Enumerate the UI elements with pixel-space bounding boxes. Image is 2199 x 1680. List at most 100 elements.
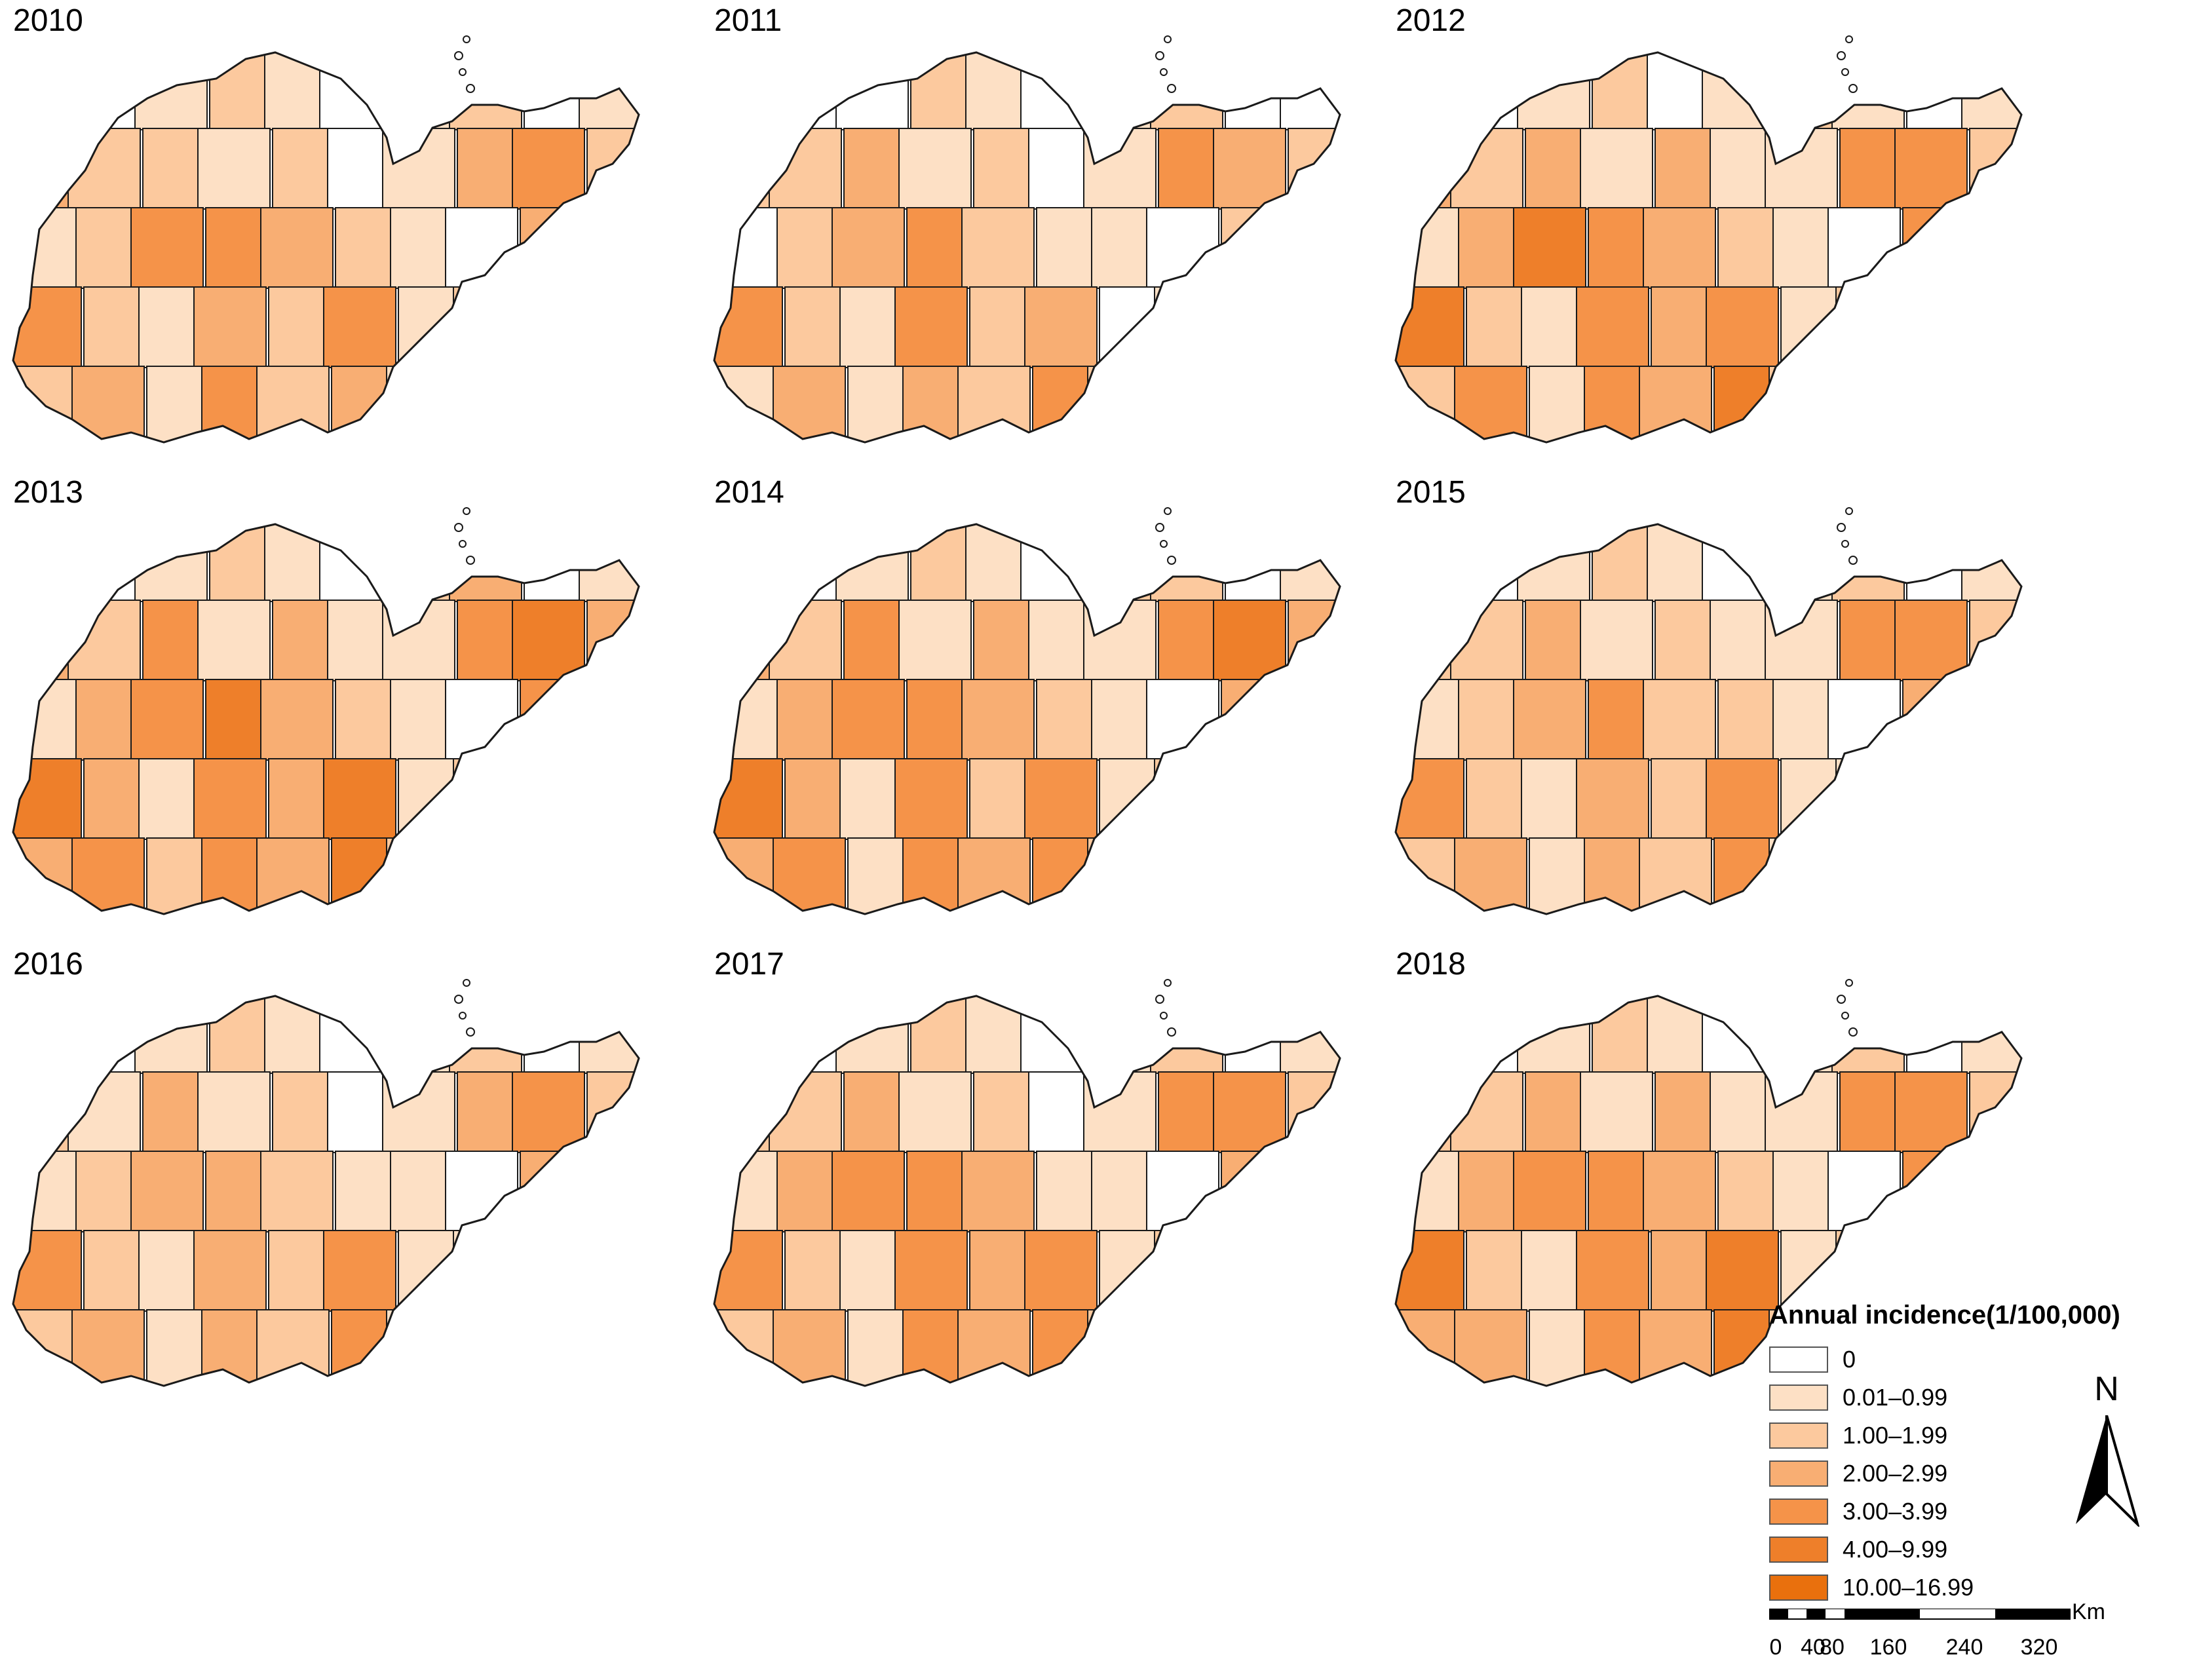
county-region [1154,1230,1227,1312]
county-region [1087,1309,1160,1386]
panel-year-label: 2017 [714,947,784,982]
county-region [1702,996,1775,1074]
county-region [1032,1309,1105,1386]
county-region [386,837,459,914]
island [459,68,467,76]
county-region [134,996,208,1074]
county-region [1835,758,1909,840]
county-region [1831,524,1905,602]
legend-item: 0 [1769,1346,2031,1375]
county-region [1209,1230,1282,1312]
county-region [1780,1230,1854,1312]
county-region [773,1309,846,1386]
county-region [714,524,779,602]
county-region [835,524,909,602]
island [1164,507,1172,515]
county-region [13,524,78,602]
island [1167,84,1176,93]
legend-label: 2.00–2.99 [1843,1460,1948,1487]
island [1155,995,1164,1004]
county-region [961,1151,1035,1232]
county-region [1890,286,1964,368]
county-region [1898,837,1972,914]
county-region [1517,996,1590,1074]
map-panel: 2010 [0,0,655,459]
choropleth-map [12,979,640,1387]
county-region [1276,1151,1340,1232]
county-region [1288,600,1340,681]
county-region [1083,600,1157,681]
county-region [1957,207,2021,289]
island [463,35,470,43]
county-region [894,758,968,840]
north-arrow: N [2071,1369,2143,1527]
county-region [1032,837,1105,914]
choropleth-map [12,35,640,444]
county-region [516,1309,589,1386]
province-outline [1394,523,2023,915]
scale-tick-label: 80 [1820,1635,1845,1660]
scale-tick-label: 240 [1945,1635,1983,1660]
county-region [898,128,972,210]
county-region [520,207,593,289]
panel-year-label: 2010 [13,3,83,38]
county-region [398,758,471,840]
county-region [331,837,404,914]
panel-year-label: 2012 [1396,3,1466,38]
county-region [714,52,779,130]
legend-item: 10.00–16.99 [1769,1575,2031,1603]
county-region [586,1071,639,1153]
province-outline [1394,995,2023,1387]
island [463,979,470,987]
legend-item: 1.00–1.99 [1769,1422,2031,1451]
panel-year-label: 2013 [13,475,83,510]
county-region [1965,1230,2021,1312]
county-region [898,1071,972,1153]
county-region [1780,286,1854,368]
map-panel: 2011 [701,0,1356,459]
map-panel: 2012 [1383,0,2038,459]
county-region [1217,1309,1290,1386]
scale-bar: Km 0 40 80 160 240 320 [1769,1599,2136,1674]
county-region [1513,679,1586,761]
county-region [1890,1230,1964,1312]
county-region [1898,366,1972,442]
county-region [1213,128,1286,210]
county-region [1213,1071,1286,1153]
county-region [1831,996,1905,1074]
county-region [449,524,522,602]
county-region [583,1230,639,1312]
county-region [586,600,639,681]
island [1167,556,1176,565]
county-region [319,52,392,130]
county-region [398,1230,471,1312]
county-region [1217,837,1290,914]
island [1845,35,1853,43]
county-region [586,128,639,210]
county-region [453,286,526,368]
legend-title: Annual incidence(1/100,000) [1769,1301,2120,1329]
county-region [575,679,639,761]
county-region [197,128,271,210]
county-region [130,1151,204,1232]
county-region [1702,52,1775,130]
county-region [571,837,639,914]
county-region [1890,758,1964,840]
county-region [1702,524,1775,602]
county-region [1454,1309,1527,1386]
island [1837,523,1846,532]
island [1837,995,1846,1004]
legend-item: 2.00–2.99 [1769,1460,2031,1489]
county-region [331,1309,404,1386]
county-region [134,524,208,602]
county-region [1099,286,1172,368]
legend-label: 4.00–9.99 [1843,1536,1948,1563]
island [1164,35,1172,43]
county-region [1643,679,1716,761]
county-region [1272,1309,1340,1386]
county-region [1288,128,1340,210]
legend: Annual incidence(1/100,000) 0 0.01–0.99 1.… [1769,1301,2189,1668]
panel-year-label: 2015 [1396,475,1466,510]
county-region [1843,366,1917,442]
island [1848,84,1858,93]
